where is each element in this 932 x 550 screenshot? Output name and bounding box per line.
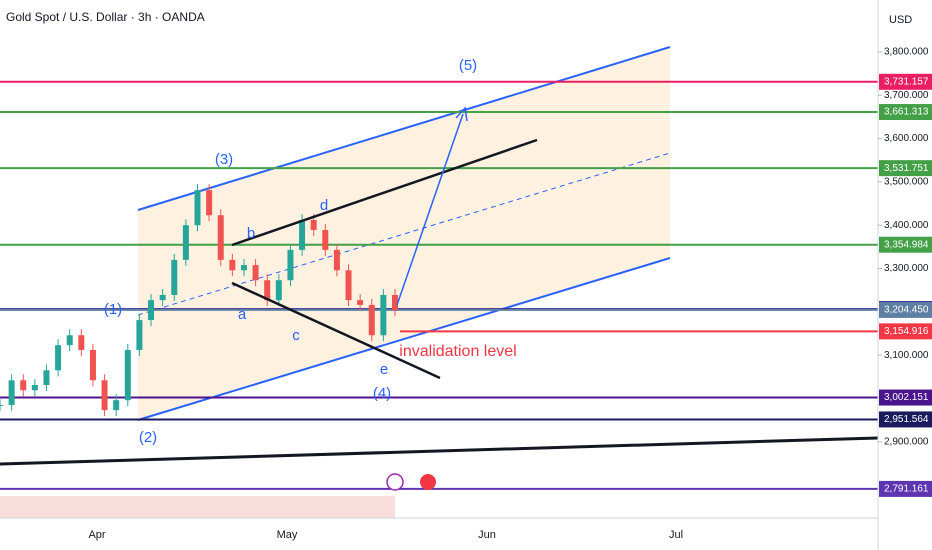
y-tick-label: 3,600.000 <box>884 133 929 144</box>
y-ticks: 3,800.000 3,700.000 3,600.000 3,500.000 3,40… <box>878 47 929 447</box>
candle <box>8 380 15 405</box>
y-tick-label: 3,700.000 <box>884 90 929 101</box>
price-axis <box>878 0 932 550</box>
candle <box>299 220 306 250</box>
candle <box>368 304 375 336</box>
candle <box>136 320 143 350</box>
wave-label: d <box>320 197 328 214</box>
wave-label: (3) <box>215 151 233 168</box>
level-label: 3,731.157 <box>884 76 929 87</box>
candle <box>148 300 155 321</box>
candle <box>310 220 317 230</box>
x-tick-label: May <box>277 529 298 541</box>
candle <box>20 380 27 391</box>
level-label-bg <box>879 411 932 428</box>
candle <box>229 259 236 271</box>
candle <box>113 400 120 411</box>
projection-arrow <box>396 113 464 306</box>
candle <box>89 349 96 381</box>
channel-lower <box>137 257 671 421</box>
candle <box>217 215 224 260</box>
candle <box>322 229 329 250</box>
candle <box>345 270 352 301</box>
wave-label: (1) <box>104 301 122 318</box>
candle <box>240 265 247 271</box>
candle <box>194 190 201 226</box>
candle <box>252 265 259 281</box>
candle <box>392 294 398 311</box>
level-label-bg <box>879 73 932 90</box>
level-label-bg <box>879 104 932 121</box>
y-tick-label: 3,500.000 <box>884 177 929 188</box>
wave-label: (2) <box>139 429 157 446</box>
candle <box>43 370 50 386</box>
level-label: 2,791.161 <box>884 484 929 495</box>
level-label-bg <box>879 236 932 253</box>
candle <box>287 249 294 281</box>
candle <box>380 294 387 336</box>
level-label-bg <box>879 323 932 340</box>
candle <box>159 294 166 301</box>
long-trendline <box>0 436 879 466</box>
flag-icon <box>420 474 436 490</box>
candle <box>206 190 213 216</box>
arrow-head <box>455 106 468 122</box>
x-tick-label: Jul <box>669 529 683 541</box>
y-tick-label: 3,300.000 <box>884 263 929 274</box>
wave-label: a <box>238 306 247 323</box>
level-label: 3,661.313 <box>884 107 929 118</box>
candle <box>124 349 131 401</box>
candles <box>0 184 398 417</box>
levels <box>0 80 878 490</box>
volume <box>0 496 395 518</box>
currency: USD <box>889 14 912 26</box>
candle <box>0 404 3 406</box>
volume-band <box>0 496 395 518</box>
y-tick-label: 3,100.000 <box>884 350 929 361</box>
candle <box>171 259 178 295</box>
x-tick-label: Jun <box>478 529 496 541</box>
level-label: 2,951.564 <box>884 414 929 425</box>
candle <box>333 249 340 271</box>
y-tick-label: 3,400.000 <box>884 220 929 231</box>
level-label: 3,204.450 <box>884 305 929 316</box>
wedge-top <box>231 138 538 247</box>
wave-label: c <box>292 327 300 344</box>
level-label-bg <box>879 301 932 318</box>
candle <box>275 280 282 301</box>
wave-label: (5) <box>459 57 477 74</box>
level-label-bg <box>879 389 932 406</box>
channel-mid <box>137 152 671 316</box>
candle <box>78 335 85 350</box>
wedge-bottom <box>231 281 441 380</box>
level-labels: 3,731.157 3,661.313 3,531.751 3,354.984 3,20… <box>879 73 932 497</box>
candle <box>357 300 364 305</box>
chart-title: Gold Spot / U.S. Dollar · 3h · OANDA <box>6 10 205 24</box>
level-label: 3,531.751 <box>884 163 929 174</box>
channel-upper <box>137 46 671 211</box>
level-label-bg <box>879 160 932 177</box>
wave-label: (4) <box>373 385 391 402</box>
event-icon <box>386 473 404 491</box>
candle <box>55 345 62 371</box>
y-tick-label: 3,800.000 <box>884 47 929 58</box>
wave-label: invalidation level <box>399 343 516 360</box>
candle <box>66 335 73 346</box>
level-label: 3,154.916 <box>884 326 929 337</box>
y-tick-label: 2,900.000 <box>884 436 929 447</box>
candle <box>31 385 38 391</box>
level-label: 3,002.151 <box>884 392 929 403</box>
level-label: 3,354.984 <box>884 239 929 250</box>
wave-label: b <box>247 225 255 242</box>
candle <box>182 225 189 260</box>
level-label-bg <box>879 480 932 497</box>
wave-label: e <box>380 361 388 378</box>
candle <box>101 380 108 411</box>
candle <box>264 280 271 301</box>
x-tick-label: Apr <box>88 529 105 541</box>
